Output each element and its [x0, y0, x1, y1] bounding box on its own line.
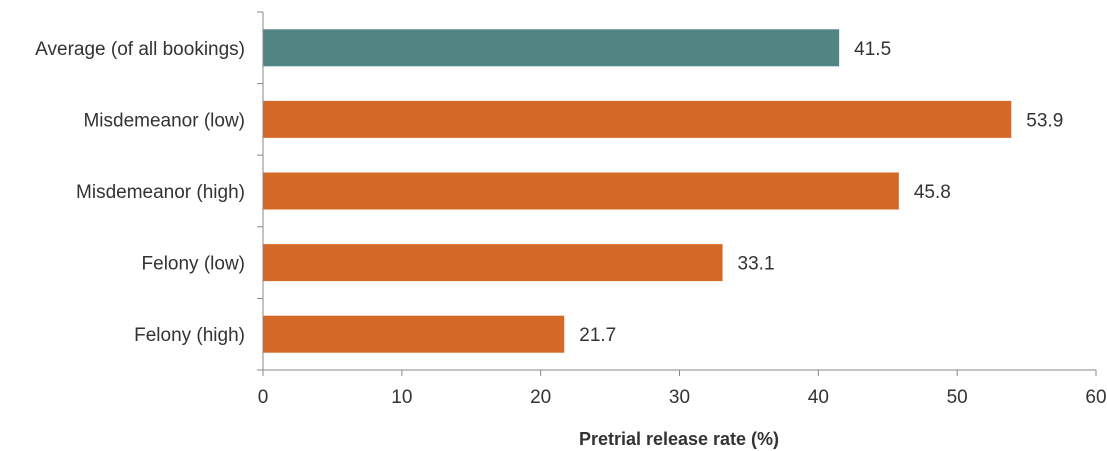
value-label: 53.9: [1026, 110, 1063, 131]
x-axis-title: Pretrial release rate (%): [579, 429, 779, 449]
category-label: Felony (high): [134, 325, 245, 346]
bar: [263, 315, 565, 353]
value-label: 21.7: [579, 325, 616, 346]
bar: [263, 29, 840, 67]
x-tick-label: 60: [1085, 387, 1106, 408]
y-axis-ticks: [257, 11, 263, 371]
value-label: 41.5: [854, 39, 891, 60]
category-label: Felony (low): [142, 254, 245, 275]
x-tick-label: 40: [808, 387, 829, 408]
x-tick-label: 0: [258, 387, 269, 408]
bars: [263, 29, 1012, 353]
x-tick-label: 30: [669, 387, 690, 408]
value-labels: 41.5 53.9 45.8 33.1 21.7: [579, 39, 1063, 346]
bar: [263, 172, 899, 210]
category-label: Misdemeanor (high): [76, 182, 245, 203]
category-labels: Average (of all bookings) Misdemeanor (lo…: [35, 39, 245, 346]
bar: [263, 244, 723, 282]
x-tick-label: 10: [391, 387, 412, 408]
value-label: 33.1: [738, 254, 775, 275]
x-tick-label: 20: [530, 387, 551, 408]
category-label: Misdemeanor (low): [83, 110, 245, 131]
x-axis-ticks: 0 10 20 30 40 50 60: [258, 370, 1107, 408]
bar: [263, 100, 1012, 138]
category-label: Average (of all bookings): [35, 39, 245, 60]
value-label: 45.8: [914, 182, 951, 203]
x-tick-label: 50: [947, 387, 968, 408]
